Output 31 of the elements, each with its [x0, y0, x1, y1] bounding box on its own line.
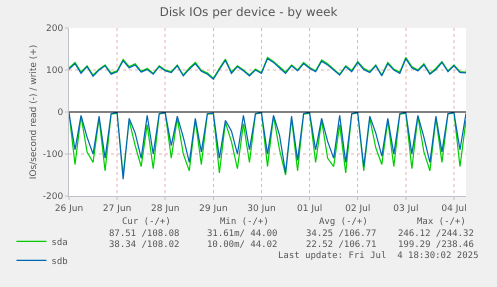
text: 34.25 /106.77 — [306, 229, 376, 239]
x-tick-label: 28 Jun — [151, 204, 180, 214]
text: Max (-/+) — [417, 217, 466, 227]
text: 38.34 /108.02 — [109, 240, 180, 250]
y-tick-label: -100 — [42, 150, 64, 160]
legend-label: sda — [51, 238, 68, 248]
text: 31.61m/ 44.00 — [207, 229, 278, 239]
text: 22.52 /106.71 — [306, 240, 376, 250]
text: 246.12 /244.32 — [398, 229, 474, 239]
x-tick-label: 01 Jul — [297, 204, 322, 214]
x-tick-label: 30 Jun — [247, 204, 276, 214]
x-tick-label: 29 Jun — [199, 204, 228, 214]
y-tick-label: 0 — [57, 108, 64, 118]
text: 10.00m/ 44.02 — [207, 240, 278, 250]
x-tick-label: 27 Jun — [102, 204, 132, 214]
text: 87.51 /108.08 — [109, 229, 180, 239]
x-tick-label: 02 Jul — [345, 204, 370, 214]
text: Min (-/+) — [220, 217, 269, 227]
y-tick-label: 100 — [46, 66, 64, 76]
text: 199.29 /238.46 — [398, 240, 474, 250]
legend-label: sdb — [51, 256, 68, 267]
y-tick-label: -200 — [42, 192, 64, 202]
text: Last update: Fri Jul 4 18:30:02 2025 — [278, 251, 478, 261]
x-tick-label: 04 Jul — [441, 204, 467, 214]
x-tick-label: 26 Jun — [54, 204, 84, 214]
y-tick-label: 200 — [46, 24, 64, 34]
y-axis-title: IOs/second read (-) / write (+) — [29, 44, 40, 180]
text: Avg (-/+) — [319, 217, 368, 227]
text: Cur (-/+) — [122, 217, 171, 227]
chart-title: Disk IOs per device - by week — [160, 5, 338, 20]
x-tick-label: 03 Jul — [393, 204, 418, 214]
